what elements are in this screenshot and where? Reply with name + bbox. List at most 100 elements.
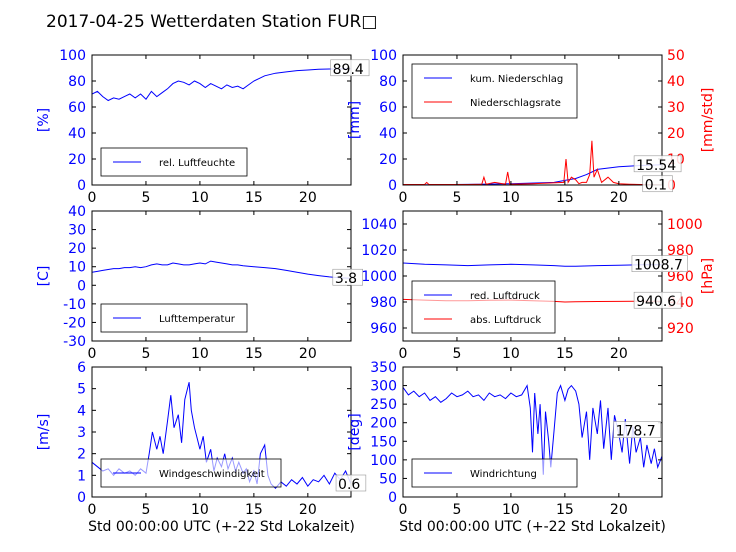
chart-humidity: 0 5 10 15 20 0 20 40 60 80 100 [%] 89.4 rel. Luftfeuc… [36,48,370,206]
chart-temperature: 0 5 10 15 20 -30 -20 -10 0 10 20 30 40 [C] 3.8 Lufttemp… [36,204,363,362]
y-tick-label: 1040 [361,217,397,233]
y-tick-label: 1 [77,468,86,484]
y-tick-label: 20 [68,152,86,168]
legend-label: rel. Luftfeuchte [159,158,235,169]
y-tick-label: 6 [77,360,86,376]
x-tick-label: 10 [502,346,520,362]
plot-frame [402,54,663,186]
x-tick-label: 15 [556,346,574,362]
value-label: 3.8 [335,271,357,287]
y-tick-label: 80 [68,74,86,90]
y-tick-label: 40 [68,126,86,142]
x-tick-label: 20 [299,502,317,518]
y-tick-label-right: 920 [667,321,694,337]
y-tick-label: 100 [370,48,397,64]
y-tick-label-right: 30 [667,100,685,116]
x-tick-label: 0 [399,502,408,518]
y-tick-label: 5 [77,382,86,398]
y-axis-label: [%] [36,108,52,132]
x-tick-label: 0 [88,502,97,518]
legend: rel. Luftfeuchte [100,147,248,177]
y-tick-label: 20 [68,241,86,257]
y-tick-label: 300 [370,379,397,395]
legend: red. Luftdruck abs. Luftdruck [411,280,556,334]
legend-frame [411,63,578,119]
x-tick-label: 5 [141,190,150,206]
value-box [642,175,673,193]
value-box [631,255,688,272]
x-tick-label: 0 [399,190,408,206]
y-tick-label-right: 40 [667,74,685,90]
x-tick-label: 15 [245,502,263,518]
y-tick-label: 4 [77,403,86,419]
y-tick-label: -10 [63,297,86,313]
x-axis-label: Std 00:00:00 UTC (+-22 Std Lokalzeit) [88,519,355,535]
y-axis-label-right: [mm/std] [700,88,716,153]
figure-title: 2017-04-25 Wetterdaten Station FUR□ [46,12,377,32]
y-tick-label-right: 20 [667,126,685,142]
y-tick-label: -20 [63,315,86,331]
value-box [332,268,363,286]
x-tick-label: 20 [299,190,317,206]
y-tick-label: 50 [379,471,397,487]
y-tick-label: 40 [379,126,397,142]
legend-label: kum. Niederschlag [470,74,563,85]
legend-label: abs. Luftdruck [470,315,541,326]
x-tick-label: 15 [245,190,263,206]
legend-label: Lufttemperatur [159,314,236,325]
value-label: 0.6 [338,477,360,493]
y-tick-label: 80 [379,74,397,90]
x-axis-label: Std 00:00:00 UTC (+-22 Std Lokalzeit) [399,519,666,535]
series-line-precipitation-1 [403,140,662,185]
x-tick-label: 20 [610,502,628,518]
y-tick-label: 3 [77,425,86,441]
x-tick-label: 15 [245,346,263,362]
legend-label: Niederschlagsrate [470,98,561,109]
series-line-pressure-0 [403,262,662,267]
y-tick-label: 350 [370,360,397,376]
y-tick-label: 10 [68,260,86,276]
y-tick-label: 0 [77,178,86,194]
y-tick-label: 250 [370,397,397,413]
x-tick-label: 15 [556,190,574,206]
y-tick-label: 60 [379,100,397,116]
series-line-precipitation-0 [403,164,662,185]
value-label: 0.1 [645,178,667,194]
y-tick-label: 980 [370,295,397,311]
series-line-humidity-0 [92,68,351,102]
y-tick-label-right: 980 [667,243,694,259]
value-box [335,474,367,492]
legend: Windrichtung [411,458,578,488]
y-tick-label: 200 [370,416,397,432]
chart-wind_speed: 0 5 10 15 20 0 1 2 3 4 5 6 [m/s] Std 00:00:00 UTC (+-… [36,360,367,535]
value-label: 178.7 [616,424,656,440]
y-tick-label: 100 [59,48,86,64]
x-tick-label: 20 [610,346,628,362]
y-tick-label: 0 [388,490,397,506]
legend-label: Windgeschwindigkeit [159,469,265,480]
y-tick-label: 20 [379,152,397,168]
x-tick-label: 10 [502,502,520,518]
x-tick-label: 0 [88,346,97,362]
y-tick-label: 150 [370,434,397,450]
value-box [633,291,682,309]
x-tick-label: 5 [452,190,461,206]
value-box [330,59,370,77]
y-tick-label: 2 [77,447,86,463]
y-tick-label-right: 1000 [667,217,703,233]
y-axis-label-right: [hPa] [700,258,716,294]
series-line-temperature-0 [92,260,351,279]
y-axis-label: [m/s] [36,414,52,451]
y-tick-label: 100 [370,453,397,469]
y-tick-label: 0 [77,278,86,294]
chart-pressure: 0510152096098010001020104092094096098010… [361,210,716,362]
legend-frame [411,280,556,334]
plot-frame [402,366,663,498]
chart-precipitation: 0510152002040608010001020304050[mm][mm/s… [347,48,716,206]
x-tick-label: 0 [399,346,408,362]
x-tick-label: 0 [88,190,97,206]
y-tick-label: 40 [68,204,86,220]
y-axis-label: [C] [36,266,52,287]
x-tick-label: 5 [452,346,461,362]
